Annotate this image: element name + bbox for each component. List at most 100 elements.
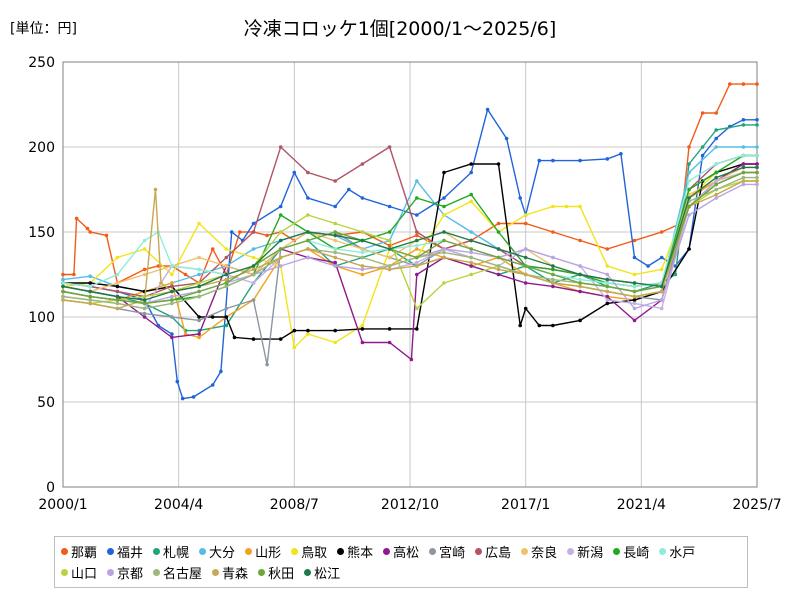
- data-point: [496, 267, 501, 272]
- data-point: [72, 272, 76, 277]
- data-point: [88, 281, 92, 285]
- data-point: [564, 204, 569, 209]
- data-point: [278, 264, 283, 268]
- data-point: [170, 335, 174, 340]
- legend-marker: [212, 569, 220, 576]
- legend-label: 新潟: [577, 546, 604, 561]
- data-point: [659, 267, 664, 272]
- data-point: [210, 315, 215, 319]
- data-point: [632, 298, 637, 302]
- data-point: [714, 111, 718, 115]
- data-point: [504, 136, 509, 141]
- data-point: [142, 272, 147, 277]
- data-point: [387, 145, 392, 149]
- legend-marker: [258, 569, 266, 576]
- legend-item: 奈良: [521, 541, 557, 562]
- data-point: [714, 187, 718, 192]
- data-point: [415, 213, 419, 217]
- data-point: [496, 162, 501, 166]
- y-tick-label: 50: [37, 395, 55, 411]
- data-point: [387, 243, 392, 248]
- data-point: [170, 332, 174, 336]
- legend-item: 熊本: [337, 541, 373, 562]
- data-point: [333, 340, 338, 345]
- data-point: [88, 301, 92, 306]
- data-point: [518, 323, 522, 328]
- data-point: [115, 298, 120, 302]
- legend-marker: [199, 548, 207, 555]
- data-point: [551, 267, 555, 272]
- data-point: [537, 323, 542, 328]
- data-point: [251, 272, 256, 277]
- legend-label: 那覇: [71, 546, 98, 561]
- data-point: [224, 264, 229, 268]
- data-point: [523, 281, 528, 285]
- legend-item: 新潟: [567, 541, 603, 562]
- data-point: [551, 272, 555, 277]
- data-point: [142, 267, 147, 272]
- data-point: [360, 340, 365, 345]
- series-line: [62, 163, 757, 361]
- data-point: [578, 289, 582, 294]
- data-point: [537, 158, 542, 163]
- data-point: [646, 264, 650, 268]
- legend-label: 熊本: [347, 546, 374, 561]
- data-point: [415, 179, 419, 183]
- legend-marker: [613, 548, 621, 555]
- data-point: [469, 247, 474, 251]
- data-point: [714, 196, 718, 200]
- data-point: [88, 289, 92, 294]
- data-point: [115, 301, 120, 306]
- data-point: [153, 187, 158, 192]
- data-point: [142, 247, 147, 251]
- data-point: [115, 281, 120, 285]
- data-point: [306, 230, 310, 234]
- data-point: [170, 272, 174, 277]
- data-point: [755, 182, 759, 187]
- data-point: [61, 298, 65, 302]
- data-point: [142, 238, 147, 243]
- data-point: [333, 250, 338, 255]
- data-point: [755, 162, 759, 166]
- legend-item: 山形: [245, 541, 281, 562]
- data-point: [306, 247, 310, 251]
- legend-item: 京都: [107, 562, 143, 583]
- data-point: [469, 260, 474, 265]
- data-point: [415, 238, 419, 243]
- data-point: [659, 230, 664, 234]
- x-tick-label: 2008/7: [270, 497, 319, 513]
- data-point: [360, 162, 365, 166]
- data-point: [61, 281, 65, 285]
- data-point: [605, 289, 610, 294]
- series-松江: [61, 165, 759, 302]
- data-point: [224, 277, 229, 282]
- data-point: [714, 179, 718, 183]
- data-point: [265, 233, 269, 238]
- data-point: [523, 213, 528, 217]
- data-point: [415, 327, 419, 331]
- data-point: [442, 238, 446, 243]
- data-point: [741, 118, 746, 122]
- data-point: [442, 204, 446, 209]
- data-point: [278, 247, 283, 251]
- data-point: [333, 255, 338, 260]
- data-point: [115, 306, 120, 311]
- legend-label: 札幌: [163, 546, 190, 561]
- data-point: [333, 230, 338, 234]
- data-point: [523, 264, 528, 268]
- data-point: [741, 162, 746, 166]
- x-tick-label: 2004/4: [154, 497, 203, 513]
- data-point: [578, 158, 582, 163]
- legend-marker: [567, 548, 575, 555]
- data-point: [387, 247, 392, 251]
- data-point: [251, 247, 256, 251]
- data-point: [523, 247, 528, 251]
- data-point: [415, 264, 419, 268]
- data-point: [360, 272, 365, 277]
- data-point: [238, 230, 242, 234]
- data-point: [224, 284, 229, 289]
- legend-item: 福井: [107, 541, 143, 562]
- data-point: [360, 250, 365, 255]
- data-point: [333, 233, 338, 238]
- data-point: [687, 204, 691, 209]
